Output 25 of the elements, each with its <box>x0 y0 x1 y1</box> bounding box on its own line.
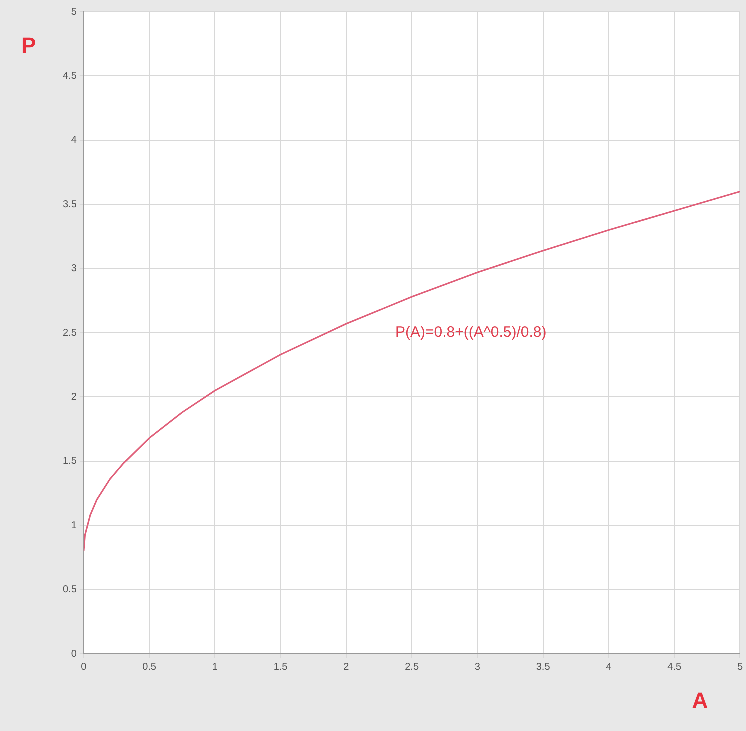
y-tick-label: 3 <box>71 264 78 275</box>
x-tick-label: 4 <box>606 662 612 673</box>
x-tick-label: 0 <box>81 662 88 673</box>
x-tick-label: 4.5 <box>668 662 682 673</box>
x-tick-label: 1 <box>212 662 218 673</box>
y-tick-label: 5 <box>71 6 78 18</box>
y-tick-label: 2 <box>71 392 78 403</box>
x-tick-label: 2 <box>344 662 350 673</box>
y-axis-title: P <box>22 33 36 58</box>
y-tick-label: 4 <box>71 135 78 146</box>
x-tick-label: 2.5 <box>405 662 420 673</box>
x-tick-label: 0.5 <box>142 662 157 673</box>
annotation: P(A)=0.8+((A^0.5)/0.8) <box>395 324 547 342</box>
y-tick-label: 3.5 <box>62 199 78 210</box>
y-tick-label: 0 <box>71 648 78 660</box>
x-tick-label: 3 <box>474 662 481 673</box>
y-tick-label: 4.5 <box>62 70 78 82</box>
x-tick-label: 5 <box>737 662 744 673</box>
y-tick-label: 1 <box>71 520 78 532</box>
y-tick-label: 1.5 <box>62 456 78 468</box>
y-tick-label: 2.5 <box>62 328 78 339</box>
x-tick-label: 1.5 <box>274 662 288 673</box>
y-tick-label: 0.5 <box>62 584 78 596</box>
x-axis-title: A <box>692 688 708 714</box>
x-tick-label: 3.5 <box>536 662 551 673</box>
